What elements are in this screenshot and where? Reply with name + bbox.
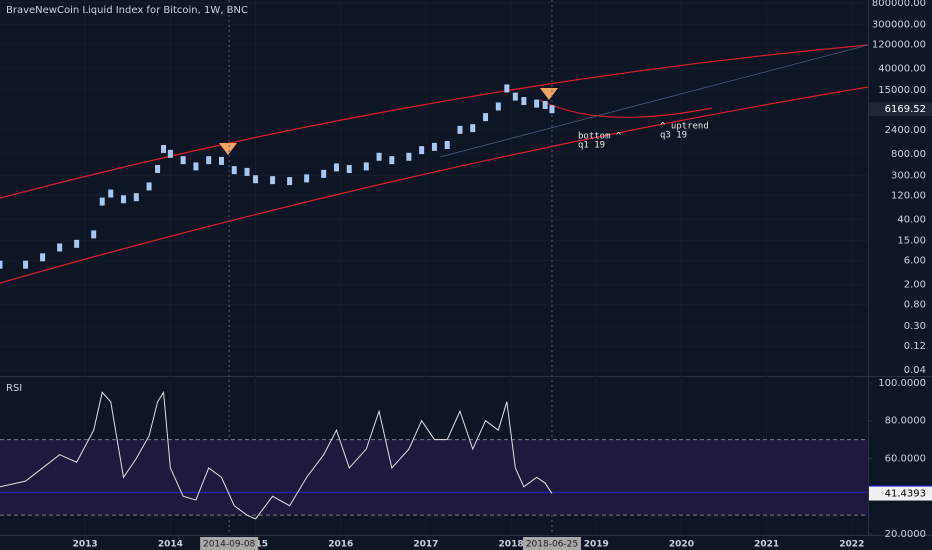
- candle: [91, 230, 97, 239]
- candle: [218, 156, 224, 165]
- annotation: q3 19: [660, 131, 687, 141]
- y-tick-label: 300000.00: [872, 19, 926, 30]
- rsi-band: [0, 439, 868, 516]
- candle: [304, 174, 310, 183]
- value-label: 41.4393: [885, 489, 926, 500]
- candle: [483, 113, 489, 122]
- candle: [0, 260, 3, 269]
- candle: [40, 253, 46, 262]
- candle: [504, 84, 510, 93]
- candle: [549, 105, 555, 114]
- candle: [346, 164, 352, 173]
- marker-triangle: [219, 143, 237, 155]
- x-tick-label: 2013: [73, 540, 98, 550]
- candle: [74, 239, 80, 248]
- candle: [57, 243, 63, 252]
- projection-curve: [539, 99, 713, 118]
- candle: [244, 167, 250, 176]
- candle: [180, 156, 186, 165]
- y-tick-label: 2.00: [904, 280, 926, 291]
- candle: [333, 163, 339, 172]
- y-tick-label: 100.0000: [878, 378, 926, 389]
- candle: [321, 169, 327, 178]
- y-tick-label: 60.0000: [885, 453, 926, 464]
- y-tick-label: 0.30: [904, 321, 926, 332]
- marker-triangle: [540, 88, 558, 100]
- y-tick-label: 0.80: [904, 300, 926, 311]
- candle: [363, 162, 369, 171]
- candle: [253, 175, 259, 184]
- candle: [155, 164, 161, 173]
- candle: [542, 100, 548, 109]
- value-box: [869, 486, 932, 501]
- candle: [270, 176, 276, 185]
- candle: [287, 177, 293, 186]
- x-tick-label: 2016: [328, 540, 353, 550]
- candle: [161, 144, 167, 153]
- candle: [146, 182, 152, 191]
- y-tick-label: 80.0000: [885, 416, 926, 427]
- candle: [99, 197, 105, 206]
- y-tick-label: 2400.00: [885, 125, 926, 136]
- annotation: ^ uptrend: [660, 122, 709, 132]
- y-tick-label: 40.00: [897, 214, 926, 225]
- y-tick-label: 0.12: [904, 341, 926, 352]
- y-tick-label: 20.0000: [885, 529, 926, 540]
- y-tick-label: 300.00: [891, 170, 926, 181]
- trend-line: [439, 44, 869, 158]
- x-tick-label: 2022: [839, 540, 864, 550]
- candle: [534, 99, 540, 108]
- x-tick-label: 2019: [584, 540, 609, 550]
- annotation: bottom ^: [578, 132, 622, 142]
- chart-title: BraveNewCoin Liquid Index for Bitcoin, 1…: [6, 5, 248, 16]
- candle: [470, 124, 476, 133]
- y-tick-label: 6.00: [904, 256, 926, 267]
- candle: [23, 260, 29, 269]
- candle: [133, 193, 139, 202]
- candle: [193, 162, 199, 171]
- candle: [457, 125, 463, 134]
- rsi-title: RSI: [6, 383, 22, 394]
- x-tick-label: 2018: [499, 540, 524, 550]
- y-tick-label: 800000.00: [872, 0, 926, 9]
- y-tick-label: 15.00: [897, 236, 926, 247]
- x-tick-label: 2017: [413, 540, 438, 550]
- x-tick-label: 2020: [669, 540, 694, 550]
- y-tick-label: 40000.00: [878, 63, 926, 74]
- candle: [167, 149, 173, 158]
- value-label: 6169.52: [885, 104, 926, 115]
- candle: [495, 102, 501, 111]
- candle: [431, 142, 437, 151]
- crosshair-box: [522, 537, 581, 550]
- y-tick-label: 15000.00: [878, 85, 926, 96]
- x-tick-label: 2014: [158, 540, 183, 550]
- candle: [231, 166, 237, 175]
- crosshair-label: 2014-09-08: [203, 540, 256, 550]
- candle: [389, 156, 395, 165]
- candle: [121, 195, 127, 204]
- y-tick-label: 120000.00: [872, 39, 926, 50]
- candle: [419, 146, 425, 155]
- y-tick-label: 0.04: [904, 365, 926, 376]
- channel-upper: [0, 44, 869, 199]
- x-tick-label: 2021: [754, 540, 779, 550]
- y-tick-label: 800.00: [891, 149, 926, 160]
- crosshair-label: 2018-06-25: [526, 540, 578, 550]
- rsi-line: [0, 390, 553, 520]
- y-tick-label: 120.00: [891, 190, 926, 201]
- candle: [206, 156, 212, 165]
- candle: [512, 92, 518, 101]
- candle: [108, 189, 114, 198]
- annotation: q1 19: [578, 141, 605, 151]
- candle: [376, 152, 382, 161]
- candle: [406, 152, 412, 161]
- channel-lower: [0, 86, 869, 284]
- value-box: [869, 102, 932, 117]
- candle: [444, 141, 450, 150]
- crosshair-box: [200, 537, 259, 550]
- candle: [521, 96, 527, 105]
